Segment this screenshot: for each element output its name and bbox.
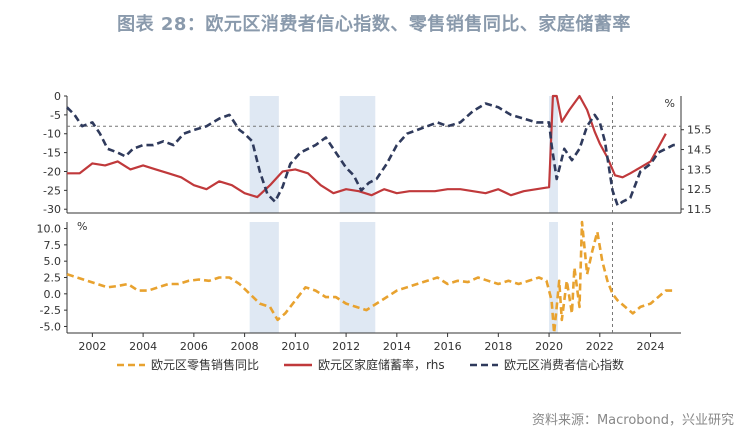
legend-label: 欧元区消费者信心指数 <box>504 357 624 372</box>
y2-tick-label: 2.5 <box>44 272 62 285</box>
series-consumer-confidence <box>66 102 679 207</box>
y2-tick-label: 5.0 <box>44 255 62 268</box>
x-tick-label: 2014 <box>383 340 411 353</box>
y-left-tick-label: -30 <box>43 203 61 216</box>
x-tick-label: 2018 <box>484 340 512 353</box>
shaded-period <box>339 222 376 333</box>
y2-unit: % <box>77 220 87 233</box>
y-left-tick-label: -5 <box>50 109 61 122</box>
y2-tick-label: 7.5 <box>44 239 62 252</box>
axis-ticks: 0 -5 -10 -15 -20 -25 -30 11.5 12.5 13.5 14.5 15.5% 1… <box>37 90 712 353</box>
y-right-tick-label: 13.5 <box>687 163 712 176</box>
x-tick-label: 2010 <box>281 340 309 353</box>
chart-title: 图表 28：欧元区消费者信心指数、零售销售同比、家庭储蓄率 <box>117 14 631 35</box>
shaded-period <box>549 222 558 333</box>
x-tick-label: 2006 <box>180 340 208 353</box>
series-savings-rate <box>67 94 667 199</box>
y-right-tick-label: 11.5 <box>687 203 712 216</box>
plot-frames <box>66 96 682 334</box>
y-right-tick-label: 15.5 <box>687 124 712 137</box>
y2-tick-label: -2.5 <box>40 304 61 317</box>
legend-label: 欧元区零售销售同比 <box>151 357 259 372</box>
y-right-tick-label: 12.5 <box>687 183 712 196</box>
y-left-tick-label: -10 <box>43 128 61 141</box>
legend-label: 欧元区家庭储蓄率，rhs <box>318 357 445 372</box>
x-tick-label: 2022 <box>586 340 614 353</box>
x-tick-label: 2004 <box>129 340 157 353</box>
y2-tick-label: -5.0 <box>40 320 61 333</box>
y-left-tick-label: -15 <box>43 147 61 160</box>
x-tick-label: 2020 <box>535 340 563 353</box>
x-tick-label: 2024 <box>637 340 665 353</box>
series-retail-sales-yoy <box>66 220 674 335</box>
y-right-unit: % <box>665 97 675 110</box>
x-tick-label: 2002 <box>78 340 106 353</box>
series-lines <box>66 94 679 335</box>
shaded-period <box>249 222 279 333</box>
y-left-tick-label: -20 <box>43 165 61 178</box>
y-right-tick-label: 14.5 <box>687 144 712 157</box>
y-left-tick-label: -25 <box>43 184 61 197</box>
source-note: 资料来源：Macrobond，兴业研究 <box>531 413 734 428</box>
legend: 欧元区零售销售同比 欧元区家庭储蓄率，rhs 欧元区消费者信心指数 <box>117 357 624 372</box>
y-left-tick-label: 0 <box>54 90 61 103</box>
x-tick-label: 2016 <box>434 340 462 353</box>
y2-tick-label: 10.0 <box>37 223 62 236</box>
y2-tick-label: 0.0 <box>44 288 62 301</box>
x-tick-label: 2008 <box>231 340 259 353</box>
x-tick-label: 2012 <box>332 340 360 353</box>
recession-shading <box>249 96 558 333</box>
shaded-period <box>249 96 279 213</box>
